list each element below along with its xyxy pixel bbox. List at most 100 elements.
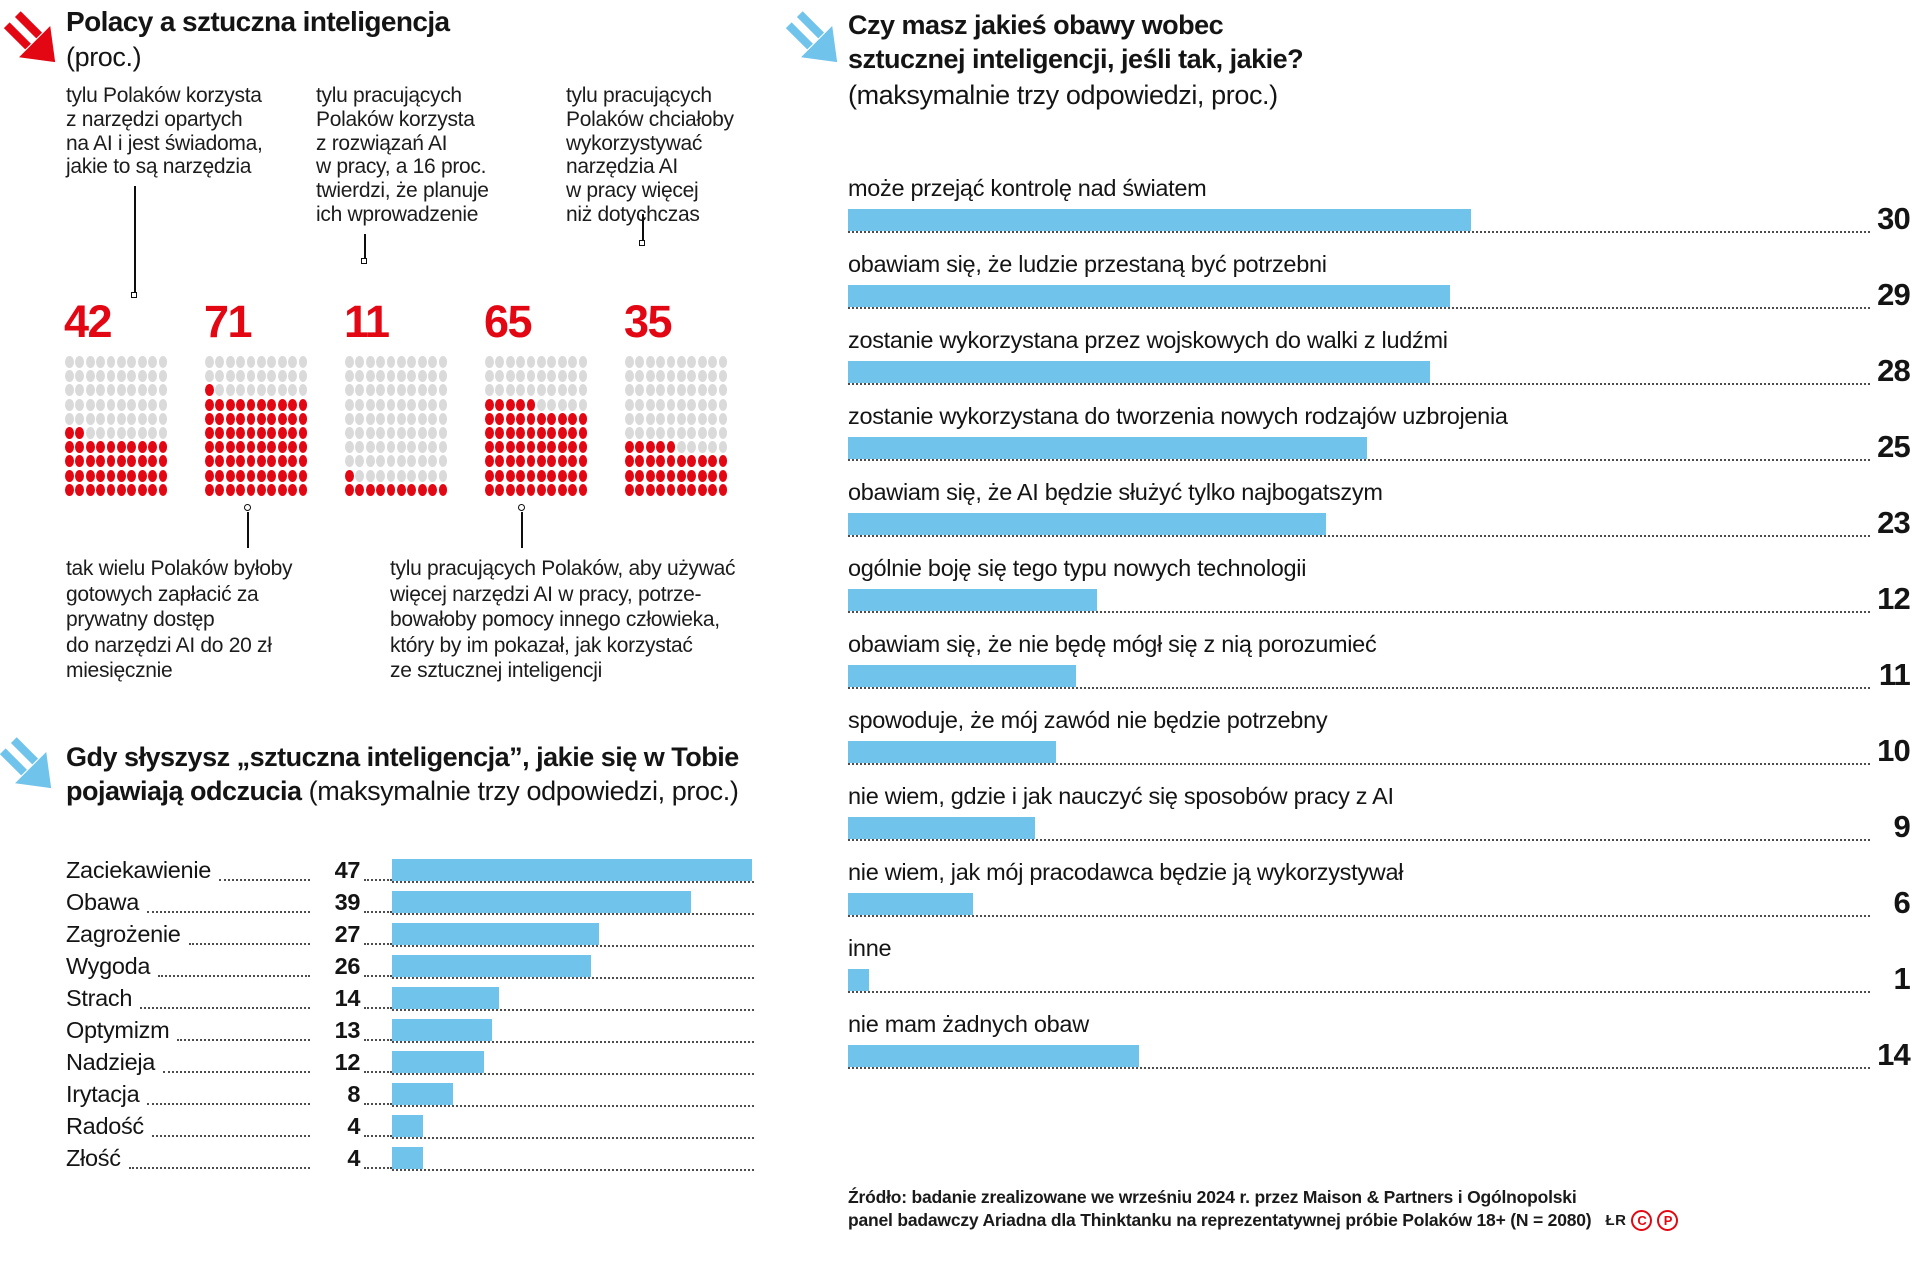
- annotation-pay-for-ai: tak wielu Polaków byłoby gotowych zapłac…: [66, 557, 293, 683]
- concern-label: zostanie wykorzystana do tworzenia nowyc…: [848, 403, 1508, 429]
- waffle-dot: [148, 398, 157, 411]
- waffle-dot: [355, 356, 365, 368]
- waffle-dot: [148, 356, 157, 368]
- waffle-dot: [625, 412, 634, 425]
- waffle-dot: [547, 426, 557, 439]
- waffle-dot: [267, 469, 277, 482]
- waffle-dot: [428, 469, 437, 482]
- waffle-dot: [75, 483, 85, 496]
- waffle-dot: [267, 412, 277, 425]
- feeling-bar-track: [392, 889, 754, 915]
- connector-line: [642, 214, 644, 240]
- waffle-dot: [635, 370, 645, 383]
- waffle-dot: [687, 441, 697, 454]
- waffle-dot: [386, 426, 396, 439]
- waffle-dot: [215, 455, 225, 468]
- waffle-dot: [578, 483, 588, 496]
- waffle-dot: [697, 455, 707, 468]
- waffle-dot: [298, 384, 308, 397]
- waffle-dot: [246, 370, 256, 383]
- waffle-dot: [96, 483, 105, 496]
- waffle-dot: [708, 426, 717, 439]
- waffle-dot: [645, 483, 655, 496]
- concern-label: może przejąć kontrolę nad światem: [848, 175, 1207, 201]
- waffle-dot: [526, 412, 536, 425]
- concerns-subtitle: (maksymalnie trzy odpowiedzi, proc.): [848, 80, 1278, 110]
- annotation-need-help: tylu pracujących Polaków, aby używać wię…: [390, 557, 736, 683]
- waffle-dot: [547, 412, 557, 425]
- waffle-dot: [516, 426, 525, 439]
- waffle-grid-35: [625, 356, 729, 498]
- waffle-dot: [236, 356, 245, 368]
- waffle-dot: [267, 426, 277, 439]
- waffle-dot: [505, 455, 515, 468]
- waffle-dot: [225, 356, 235, 368]
- leader-dots: [151, 1134, 310, 1137]
- concern-bar: [848, 589, 1098, 611]
- waffle-dot: [516, 455, 525, 468]
- waffle-dot: [386, 483, 396, 496]
- waffle-grid-71: [205, 356, 309, 498]
- waffle-dot: [516, 469, 525, 482]
- concern-item: nie wiem, gdzie i jak nauczyć się sposob…: [848, 784, 1911, 860]
- waffle-dot: [256, 356, 266, 368]
- waffle-dot: [225, 441, 235, 454]
- waffle-dot: [158, 441, 168, 454]
- blue-arrow-down-right-icon: [785, 11, 838, 63]
- waffle-dot: [106, 483, 116, 496]
- waffle-dot: [75, 356, 85, 368]
- waffle-dot: [277, 398, 287, 411]
- waffle-dot: [438, 412, 448, 425]
- waffle-dot: [215, 370, 225, 383]
- waffle-dot: [635, 356, 645, 368]
- concern-item: spowoduje, że mój zawód nie będzie potrz…: [848, 708, 1911, 784]
- waffle-dot: [236, 469, 245, 482]
- waffle-dot: [666, 356, 676, 368]
- waffle-dot: [656, 356, 665, 368]
- source-line2-row: panel badawczy Ariadna dla Thinktanku na…: [848, 1209, 1679, 1232]
- waffle-dot: [116, 455, 126, 468]
- concern-item: nie mam żadnych obaw 14: [848, 1012, 1911, 1088]
- waffle-dot: [256, 398, 266, 411]
- waffle-dot: [116, 441, 126, 454]
- waffle-dot: [697, 412, 707, 425]
- feeling-label: Optymizm: [66, 1016, 170, 1043]
- waffle-dot: [298, 426, 308, 439]
- waffle-dot: [277, 483, 287, 496]
- waffle-dot: [645, 441, 655, 454]
- feeling-value: 26: [334, 952, 361, 979]
- waffle-dot: [666, 398, 676, 411]
- waffle-dot: [697, 356, 707, 368]
- waffle-dot: [215, 412, 225, 425]
- waffle-dot: [386, 455, 396, 468]
- waffle-dot: [236, 441, 245, 454]
- waffle-dot: [676, 412, 686, 425]
- waffle-dot: [547, 483, 557, 496]
- waffle-dot: [438, 455, 448, 468]
- waffle-dot: [396, 441, 406, 454]
- waffle-dot: [236, 455, 245, 468]
- waffle-dot: [65, 412, 74, 425]
- waffle-dot: [547, 370, 557, 383]
- waffle-dot: [676, 370, 686, 383]
- waffle-dot: [355, 398, 365, 411]
- waffle-dot: [578, 370, 588, 383]
- waffle-dot: [345, 469, 354, 482]
- feeling-bar: [392, 1051, 484, 1073]
- waffle-dot: [345, 426, 354, 439]
- concern-label: ogólnie boję się tego typu nowych techno…: [848, 555, 1307, 581]
- concern-bar: [848, 437, 1368, 459]
- waffle-dot: [376, 370, 385, 383]
- waffle-dot: [718, 384, 728, 397]
- waffle-dot: [345, 455, 354, 468]
- waffle-dot: [417, 455, 427, 468]
- leader-dots: [188, 942, 310, 945]
- waffle-dot: [396, 483, 406, 496]
- concern-label: obawiam się, że nie będę mógł się z nią …: [848, 631, 1377, 657]
- waffle-dot: [526, 469, 536, 482]
- waffle-dot: [256, 455, 266, 468]
- waffle-dot: [635, 441, 645, 454]
- waffle-dot: [116, 384, 126, 397]
- waffle-dot: [438, 483, 448, 496]
- waffle-dot: [137, 356, 147, 368]
